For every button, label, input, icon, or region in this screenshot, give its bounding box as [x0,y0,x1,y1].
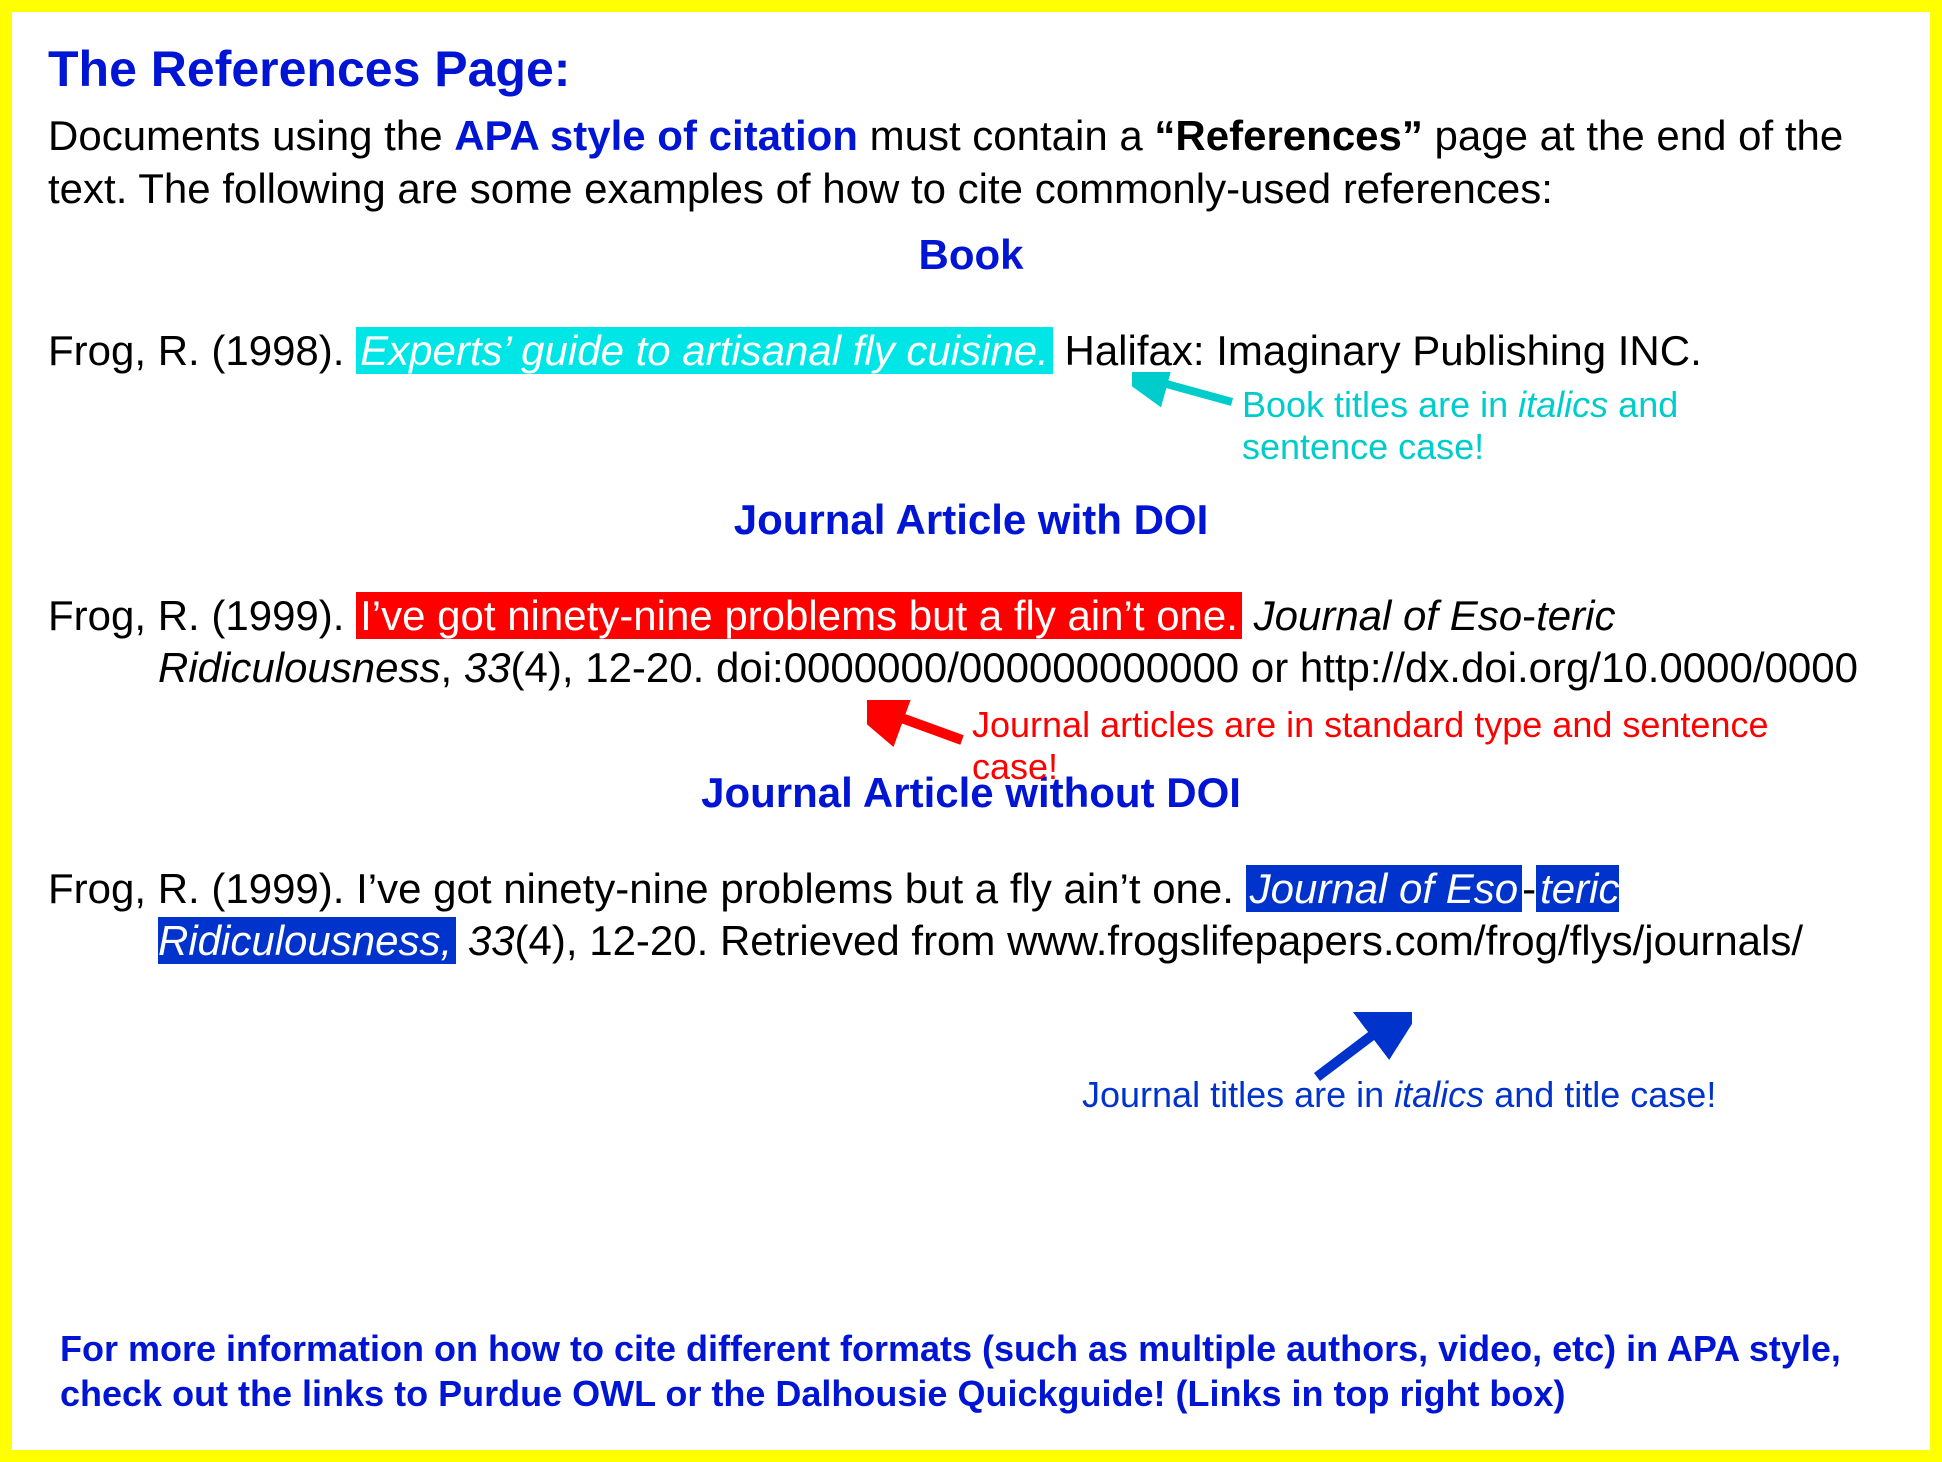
book-author: Frog, R. (1998). [48,327,356,374]
annotation-journal-articles: Journal articles are in standard type an… [972,704,1772,789]
book-title-highlight: Experts’ guide to artisanal fly cuisine. [356,327,1053,374]
journal-nodoi-reference: Frog, R. (1999). I’ve got ninety-nine pr… [48,863,1894,968]
nodoi-rest2: www.frogslifepapers.com/frog/flys/journa… [1007,917,1803,964]
book-publisher: Halifax: Imaginary Publishing INC. [1053,327,1702,374]
nodoi-rest1: (4), 12-20. Retrieved from [515,917,1008,964]
journal-doi-reference: Frog, R. (1999). I’ve got ninety-nine pr… [48,590,1894,695]
nodoi-author-article: Frog, R. (1999). I’ve got ninety-nine pr… [48,865,1246,912]
intro-text-2: must contain a [858,112,1154,159]
annot-book-italics: italics [1518,384,1608,425]
intro-text-1: Documents using the [48,112,454,159]
doi-hyph: - [1522,592,1536,639]
intro-references-quote: “References” [1154,112,1422,159]
annotation-book-titles: Book titles are in italics and sentence … [1242,384,1802,469]
nodoi-hyph: - [1522,865,1536,912]
book-reference: Frog, R. (1998). Experts’ guide to artis… [48,325,1894,378]
doi-article-highlight: I’ve got ninety-nine problems but a fly … [356,592,1242,639]
nodoi-sp [456,917,468,964]
footer-note: For more information on how to cite diff… [60,1326,1882,1416]
annot-book-pre: Book titles are in [1242,384,1518,425]
doi-journal-part1: Journal of Eso [1254,592,1523,639]
intro-paragraph: Documents using the APA style of citatio… [48,110,1894,215]
annot-jtitle-post: and title case! [1484,1074,1716,1115]
doi-sp [1242,592,1254,639]
nodoi-volume: 33 [468,917,515,964]
nodoi-journal-part1: Journal of Eso [1246,865,1523,912]
page-title: The References Page: [48,40,1894,98]
doi-rest: (4), 12-20. doi:0000000/000000000000 or … [511,644,1858,691]
annotation-journal-titles: Journal titles are in italics and title … [1082,1074,1822,1116]
document-frame: The References Page: Documents using the… [0,0,1942,1462]
heading-journal-doi: Journal Article with DOI [48,496,1894,544]
doi-comma: , [440,644,463,691]
arrow-blue-icon [1302,1012,1412,1092]
intro-apa-bold: APA style of citation [454,112,858,159]
annot-journal-text: Journal articles are in standard type an… [972,704,1768,787]
arrow-cyan-icon [1132,372,1242,442]
arrow-red-icon [867,700,977,770]
doi-volume: 33 [464,644,511,691]
heading-book: Book [48,231,1894,279]
doi-author: Frog, R. (1999). [48,592,356,639]
